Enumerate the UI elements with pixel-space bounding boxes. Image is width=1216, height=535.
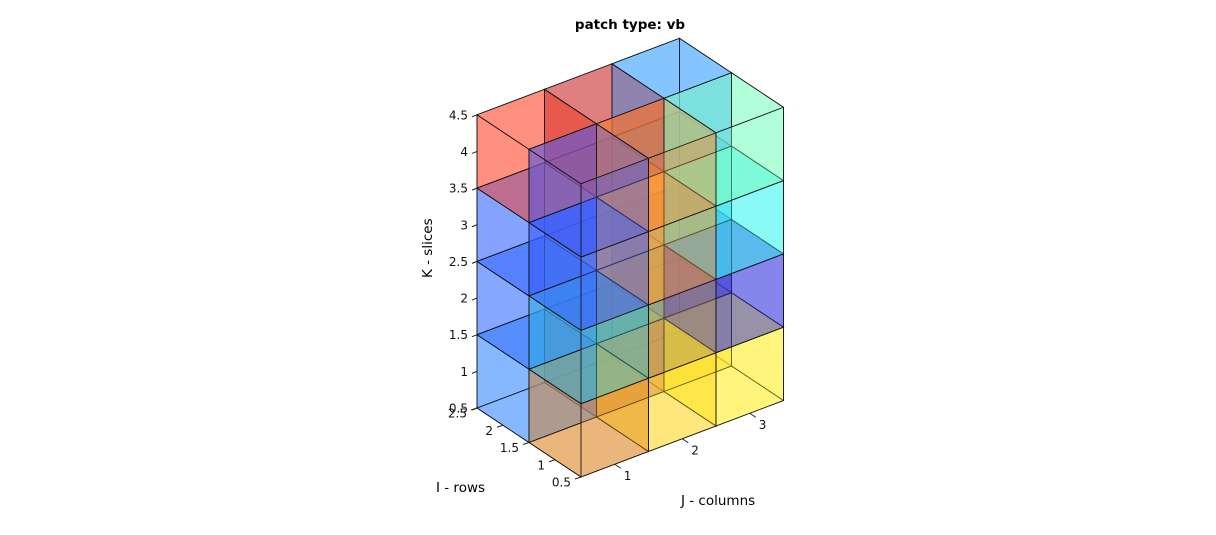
y-tick-label: 0.5 bbox=[552, 476, 571, 490]
y-tick-mark bbox=[470, 407, 478, 411]
z-tick-label: 1.5 bbox=[449, 328, 468, 342]
z-tick-label: 3 bbox=[460, 218, 468, 232]
x-tick-label: 1 bbox=[624, 469, 632, 483]
z-tick-mark bbox=[471, 297, 478, 301]
z-axis-label: K - slices bbox=[420, 218, 436, 278]
x-axis-label: J - columns bbox=[681, 493, 756, 509]
z-tick-label: 2 bbox=[460, 292, 468, 306]
y-tick-label: 1.5 bbox=[500, 441, 519, 455]
z-tick-label: 2.5 bbox=[449, 255, 468, 269]
z-tick-mark bbox=[471, 224, 478, 228]
x-tick-label: 2 bbox=[691, 443, 699, 457]
y-tick-label: 2.5 bbox=[448, 407, 467, 421]
x-tick-label: 3 bbox=[759, 418, 767, 432]
z-tick-mark bbox=[471, 370, 478, 374]
z-tick-label: 3.5 bbox=[449, 182, 468, 196]
y-tick-mark bbox=[574, 476, 582, 480]
y-axis-label: I - rows bbox=[436, 480, 486, 496]
y-tick-label: 1 bbox=[537, 458, 545, 472]
y-tick-mark bbox=[548, 459, 556, 463]
x-tick-mark bbox=[749, 412, 757, 418]
x-tick-mark bbox=[681, 438, 689, 444]
z-tick-mark bbox=[471, 260, 478, 264]
voxel-faces bbox=[476, 37, 785, 478]
z-tick-mark bbox=[471, 150, 478, 154]
chart-title: patch type: vb bbox=[574, 17, 686, 33]
y-tick-mark bbox=[496, 424, 504, 428]
y-tick-mark bbox=[522, 442, 530, 445]
axis-ticks: 0.5 1 1.5 2 2.5 3 3.5 4 4.5 0.5 1 1.5 2 2.5 1 2 3 bbox=[448, 108, 766, 489]
x-tick-mark bbox=[614, 463, 622, 469]
z-tick-label: 4.5 bbox=[449, 108, 468, 122]
voxel-face-front bbox=[715, 106, 784, 207]
z-tick-label: 0.5 bbox=[449, 402, 468, 416]
y-tick-label: 2 bbox=[485, 424, 493, 438]
z-tick-mark bbox=[471, 114, 478, 118]
z-tick-label: 1 bbox=[460, 365, 468, 379]
z-tick-label: 4 bbox=[460, 145, 468, 159]
z-tick-mark bbox=[471, 334, 478, 338]
z-tick-mark bbox=[471, 187, 478, 191]
